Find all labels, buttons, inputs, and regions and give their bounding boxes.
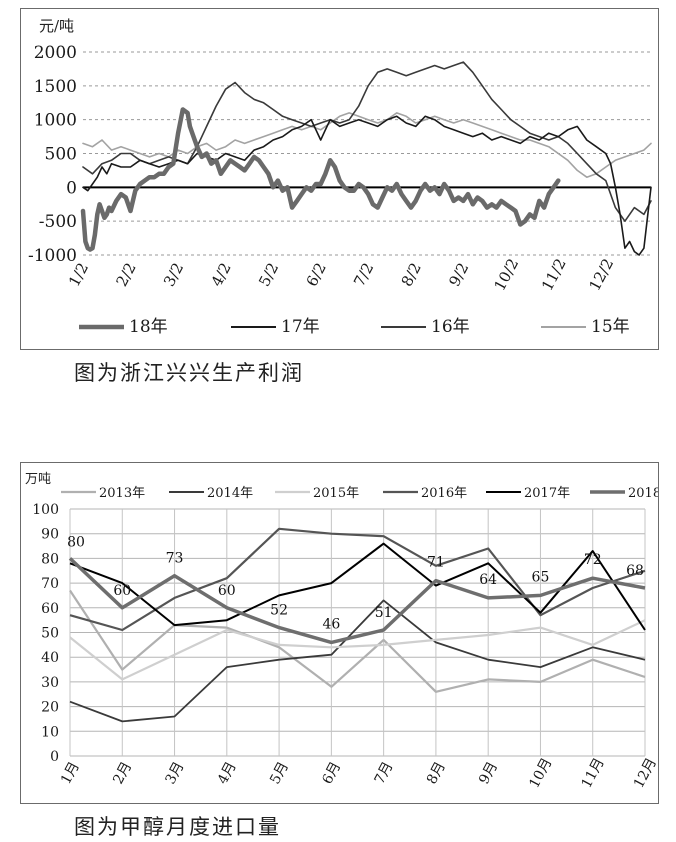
y-tick-label: 50 <box>41 626 59 642</box>
data-label: 52 <box>270 603 288 619</box>
legend-label: 2018年 <box>628 486 658 501</box>
x-tick-label: 8/2 <box>398 260 425 290</box>
y-tick-label: -1000 <box>28 246 77 266</box>
x-tick-label: 12/2 <box>586 256 618 294</box>
x-tick-label: 4月 <box>215 759 240 787</box>
x-tick-label: 2/2 <box>113 260 140 290</box>
x-tick-label: 4/2 <box>208 260 235 290</box>
y-tick-label: 70 <box>41 576 59 592</box>
profit-chart-panel: 元/吨 2000 1500 1000 500 0 -500 -1000 1/2 2/2 3/2 4/2… <box>20 8 659 350</box>
y-tick-label: 0 <box>50 749 59 765</box>
series-line-2018 <box>68 557 646 645</box>
y-tick-label: 500 <box>45 145 77 165</box>
x-tick-label: 9/2 <box>445 260 472 290</box>
x-tick-label: 6/2 <box>303 260 330 290</box>
x-tick-label: 9月 <box>476 759 501 787</box>
data-label: 64 <box>479 572 497 588</box>
x-tick-label: 5/2 <box>255 260 282 290</box>
legend-label: 2016年 <box>421 486 467 501</box>
x-tick-label: 2月 <box>110 759 135 787</box>
x-tick-label: 5月 <box>267 759 292 787</box>
data-label: 68 <box>626 563 644 579</box>
methanol-import-line-chart: 万吨 0 10 20 30 40 50 60 70 80 90 100 1月 2月 3月 4月 5月 6月 7月 8月… <box>25 472 674 791</box>
series-line-2015 <box>69 619 646 681</box>
profit-chart-caption: 图为浙江兴兴生产利润 <box>74 361 304 385</box>
legend-label: 15年 <box>591 317 630 337</box>
series-line-2013 <box>69 589 646 693</box>
y-axis-title: 元/吨 <box>39 17 74 35</box>
data-label: 80 <box>67 534 85 550</box>
x-tick-label: 3月 <box>163 759 188 787</box>
legend-label: 2014年 <box>207 486 253 501</box>
x-tick-label: 8月 <box>424 759 449 787</box>
y-tick-label: 60 <box>41 601 59 617</box>
data-label: 65 <box>532 569 550 585</box>
methanol-import-chart-panel: 万吨 0 10 20 30 40 50 60 70 80 90 100 1月 2月 3月 4月 5月 6月 7月 8月… <box>20 462 674 804</box>
legend-label: 2017年 <box>524 486 570 501</box>
y-tick-label: 2000 <box>34 43 77 63</box>
x-tick-label: 11/2 <box>538 256 570 294</box>
x-tick-label: 10月 <box>526 755 555 791</box>
y-tick-label: 0 <box>66 178 77 198</box>
y-tick-label: 90 <box>41 527 59 543</box>
x-tick-label: 11月 <box>579 755 608 791</box>
legend-label: 2013年 <box>99 486 145 501</box>
series-line-2016 <box>69 527 646 632</box>
legend-label: 17年 <box>281 317 320 337</box>
legend-label: 18年 <box>129 317 168 337</box>
y-tick-label: 1000 <box>34 111 77 131</box>
legend-label: 16年 <box>431 317 470 337</box>
y-tick-label: -500 <box>39 212 77 232</box>
series-line-2014 <box>69 599 646 723</box>
data-label: 72 <box>584 552 602 568</box>
y-tick-label: 40 <box>41 650 59 666</box>
y-tick-label: 20 <box>41 700 59 716</box>
y-tick-label: 1500 <box>34 77 77 97</box>
x-tick-label: 7/2 <box>350 260 377 290</box>
legend-label: 2015年 <box>313 486 359 501</box>
methanol-import-chart-caption: 图为甲醇月度进口量 <box>74 815 281 839</box>
y-tick-label: 100 <box>32 502 59 518</box>
x-tick-label: 6月 <box>319 759 344 787</box>
x-tick-label: 10/2 <box>491 256 523 294</box>
data-label: 60 <box>113 583 131 599</box>
data-label: 46 <box>322 616 340 632</box>
series-line-15 <box>82 112 652 178</box>
x-tick-label: 3/2 <box>160 260 187 290</box>
data-label: 71 <box>427 555 445 571</box>
y-tick-label: 80 <box>41 551 59 567</box>
x-tick-label: 12月 <box>631 755 658 791</box>
data-label: 73 <box>166 551 184 567</box>
y-axis-title: 万吨 <box>25 472 51 487</box>
series-line-18 <box>80 107 561 252</box>
data-label: 60 <box>218 583 236 599</box>
x-tick-label: 7月 <box>372 759 397 787</box>
x-tick-label: 1月 <box>58 759 83 787</box>
series-line-17 <box>82 115 652 256</box>
series-line-2017 <box>69 542 646 631</box>
data-label: 51 <box>375 605 393 621</box>
y-tick-label: 30 <box>41 675 59 691</box>
y-tick-label: 10 <box>41 724 59 740</box>
